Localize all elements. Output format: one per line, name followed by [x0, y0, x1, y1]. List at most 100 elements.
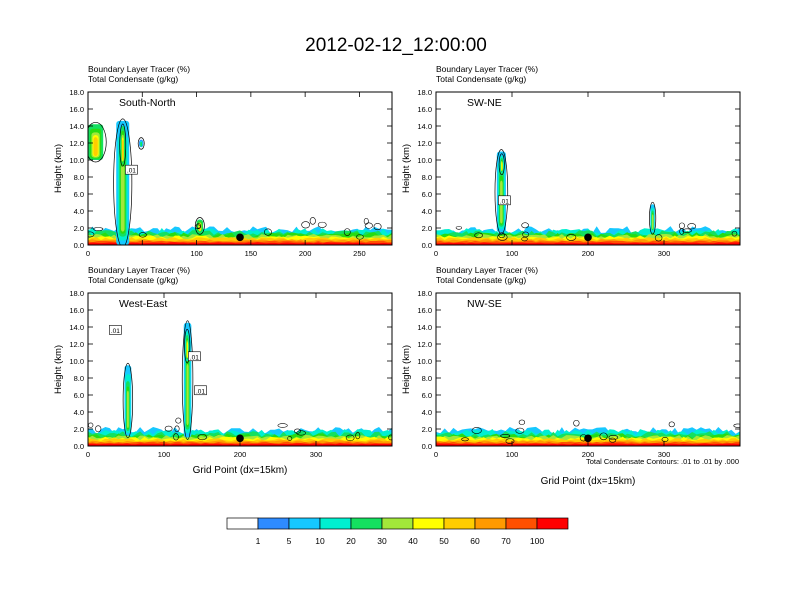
panel-2: Boundary Layer Tracer (%)Total Condensat…	[53, 265, 393, 476]
contour-label: .01	[498, 195, 511, 205]
y-tick-label: 2.0	[422, 224, 432, 233]
panel-subtitle-2: Total Condensate (g/kg)	[88, 74, 178, 84]
condensate-contour	[521, 236, 528, 242]
condensate-contour	[497, 233, 508, 241]
condensate-contour	[654, 234, 663, 242]
condensate-contour	[88, 121, 107, 163]
colorbar-label: 100	[530, 536, 544, 546]
plot-area: .01	[88, 118, 392, 245]
x-tick-label: 200	[234, 450, 247, 459]
svg-text:.01: .01	[127, 168, 136, 175]
condensate-contour	[164, 425, 173, 432]
y-tick-label: 6.0	[74, 391, 84, 400]
condensate-contour	[93, 227, 104, 231]
y-tick-label: 16.0	[417, 105, 432, 114]
condensate-contour	[264, 228, 272, 236]
colorbar-swatch	[226, 517, 259, 530]
tracer-column	[498, 153, 505, 176]
x-tick-label: 100	[158, 450, 171, 459]
y-tick-label: 8.0	[74, 173, 84, 182]
plot-frame	[435, 292, 741, 447]
colorbar-label: 20	[346, 536, 356, 546]
svg-text:.01: .01	[500, 198, 509, 205]
condensate-contour	[122, 362, 134, 439]
condensate-contour	[609, 437, 617, 443]
panel-label: NW-SE	[467, 298, 502, 310]
panel-subtitle-1: Boundary Layer Tracer (%)	[88, 64, 190, 74]
x-tick-label: 0	[86, 450, 90, 459]
tracer-cell	[93, 137, 98, 157]
contour-footnote: Total Condensate Contours: .01 to .01 by…	[586, 457, 739, 466]
condensate-contour	[309, 217, 316, 225]
panel-1: Boundary Layer Tracer (%)Total Condensat…	[401, 64, 741, 258]
tracer-column	[122, 362, 134, 439]
location-marker	[236, 233, 244, 242]
location-marker	[584, 233, 592, 242]
x-tick-label: 100	[506, 450, 519, 459]
y-tick-label: 6.0	[422, 391, 432, 400]
y-tick-label: 18.0	[69, 289, 84, 298]
condensate-contour	[373, 223, 382, 231]
condensate-contour	[515, 427, 525, 434]
tracer-cell	[140, 141, 143, 147]
condensate-contour	[317, 221, 327, 228]
y-tick-label: 0.0	[74, 241, 84, 250]
y-tick-label: 14.0	[417, 323, 432, 332]
y-tick-label: 10.0	[417, 156, 432, 165]
condensate-contour	[608, 434, 619, 440]
panel-subtitle-2: Total Condensate (g/kg)	[436, 74, 526, 84]
tracer-cell	[120, 165, 125, 232]
colorbar-swatch	[381, 517, 414, 530]
colorbar-label: 60	[470, 536, 480, 546]
x-tick-label: 300	[310, 450, 323, 459]
plot-area: .01	[436, 149, 740, 245]
tracer-cell	[651, 214, 654, 230]
condensate-contour	[364, 222, 373, 229]
colorbar: 1 5 10 20 30 40 50 60 70 100	[226, 517, 569, 546]
colorbar-label: 5	[287, 536, 292, 546]
svg-text:.01: .01	[111, 328, 120, 335]
condensate-contour	[88, 422, 94, 428]
condensate-contour	[733, 423, 740, 428]
panel-subtitle-1: Boundary Layer Tracer (%)	[436, 64, 538, 74]
y-tick-label: 18.0	[417, 88, 432, 97]
panel-label: West-East	[119, 298, 167, 310]
panel-subtitle-1: Boundary Layer Tracer (%)	[88, 265, 190, 275]
tracer-cell	[126, 390, 129, 429]
panel-label: SW-NE	[467, 97, 502, 109]
condensate-contour	[363, 217, 369, 225]
condensate-contour	[471, 427, 482, 434]
x-tick-label: 250	[353, 249, 366, 258]
x-tick-label: 0	[434, 249, 438, 258]
location-marker	[236, 434, 244, 443]
colorbar-swatch	[412, 517, 445, 530]
y-tick-label: 14.0	[69, 323, 84, 332]
svg-text:.01: .01	[196, 388, 205, 395]
tracer-cell	[186, 341, 189, 358]
x-tick-label: 150	[245, 249, 258, 258]
condensate-contour	[113, 118, 133, 245]
tracer-cell	[501, 161, 503, 171]
condensate-contour	[573, 419, 580, 427]
colorbar-swatch	[257, 517, 290, 530]
plot-frame	[87, 91, 393, 246]
plot-area: .01 .01 .01	[88, 320, 392, 446]
condensate-contour	[173, 433, 179, 441]
plot-frame	[435, 91, 741, 246]
y-tick-label: 6.0	[422, 190, 432, 199]
colorbar-swatch	[505, 517, 538, 530]
y-axis-label: Height (km)	[401, 345, 412, 394]
y-tick-label: 0.0	[422, 442, 432, 451]
y-axis-label: Height (km)	[53, 345, 64, 394]
colorbar-label: 10	[315, 536, 325, 546]
condensate-contour	[197, 434, 207, 441]
colorbar-swatch	[350, 517, 383, 530]
x-tick-label: 300	[658, 249, 671, 258]
y-tick-label: 2.0	[74, 425, 84, 434]
y-tick-label: 6.0	[74, 190, 84, 199]
x-tick-label: 200	[582, 249, 595, 258]
y-tick-label: 14.0	[417, 122, 432, 131]
figure-title: 2012-02-12_12:00:00	[305, 35, 487, 56]
y-tick-label: 16.0	[69, 306, 84, 315]
